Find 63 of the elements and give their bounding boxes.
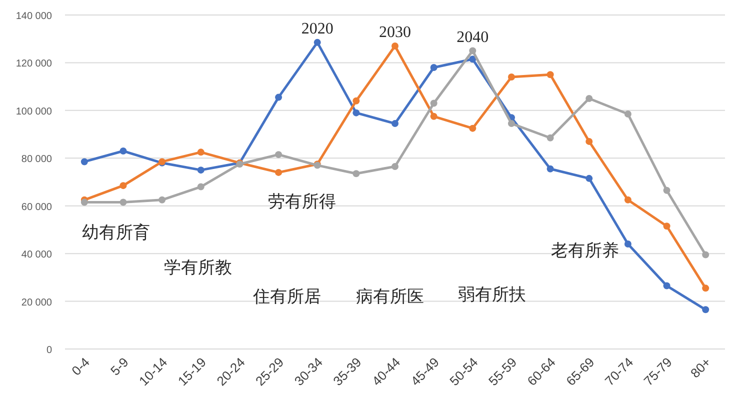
point [508,74,515,81]
point [586,138,593,145]
point [392,42,398,50]
y-tick-label: 80 000 [21,154,52,166]
point [197,148,204,156]
point [352,170,360,178]
point [352,97,360,104]
point [314,38,321,46]
annotation: 弱有所扶 [458,285,526,304]
point [702,284,710,292]
point [430,64,438,71]
y-tick-label: 40 000 [21,250,52,261]
point [392,120,398,128]
y-tick-label: 140 000 [16,11,52,22]
point [663,186,670,194]
point [624,240,632,248]
point [624,110,632,118]
point [469,124,476,132]
annotation: 学有所教 [164,258,232,277]
point [80,158,88,166]
annotation: 住有所居 [252,287,321,306]
point [197,166,204,174]
point [120,198,127,206]
y-tick-label: 120 000 [16,58,52,70]
point [663,222,670,230]
point [702,251,710,258]
point [430,100,438,107]
point [275,168,282,176]
x-tick-label: 80+ [688,354,714,381]
point [469,56,476,63]
point [508,120,515,128]
point [624,196,632,204]
y-tick-label: 0 [46,345,52,356]
point [158,196,166,204]
series-label: 2020 [301,20,334,38]
point [120,182,127,190]
point [80,198,88,206]
point [586,95,593,102]
series-label: 2030 [379,24,411,42]
point [120,147,127,154]
annotation: 劳有所得 [268,192,336,211]
y-tick-label: 20 000 [21,297,52,308]
annotation: 病有所医 [356,287,424,306]
y-tick-label: 100 000 [16,106,52,118]
y-tick-label: 60 000 [21,202,52,213]
annotation: 老有所养 [551,241,619,260]
point [586,174,593,182]
point [392,162,398,170]
point [702,306,710,314]
point [352,109,360,116]
x-tick-label: 0-4 [68,354,93,378]
point [469,47,476,54]
series-label: 2040 [456,28,489,46]
point [275,151,282,158]
point [546,134,554,142]
annotation: 幼有所育 [82,223,150,242]
point [546,165,554,172]
x-tick-label: 5-9 [107,354,132,378]
point [275,94,282,101]
point [663,282,670,290]
point [197,183,204,190]
point [546,71,554,78]
point [430,112,438,120]
